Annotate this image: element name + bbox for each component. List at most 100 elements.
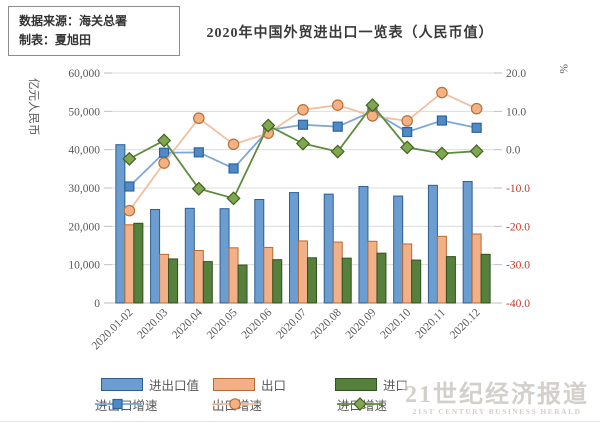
bar-total	[150, 208, 161, 304]
marker-square-total-growth	[158, 147, 170, 158]
bar-import	[341, 257, 352, 304]
legend-swatch-export	[213, 378, 255, 391]
marker-diamond-import-growth	[157, 133, 172, 148]
x-axis-tick: 2020.03	[135, 306, 170, 341]
bar-export	[193, 249, 204, 304]
legend-label-export: 出口	[261, 379, 287, 393]
x-axis-tick: 2020.04	[170, 306, 205, 341]
legend-item-total: 进出口值	[101, 377, 200, 393]
bar-import	[168, 258, 179, 304]
bar-total	[289, 192, 299, 304]
bottom-divider	[0, 421, 600, 422]
bars-import	[133, 222, 491, 304]
bar-import	[272, 259, 283, 304]
right-axis-tick: 20.0	[506, 68, 526, 80]
legend-item-export-growth: 出口增速	[212, 397, 262, 413]
right-axis-tick: -40.0	[506, 298, 530, 310]
marker-circle-export-growth	[227, 138, 240, 151]
marker-circle-export-growth	[436, 86, 448, 99]
marker-square-total-growth	[228, 163, 239, 174]
bar-total	[254, 199, 265, 304]
legend-row-lines: 进出口增速 出口增速 进口增速	[0, 397, 600, 413]
x-axis-tick: 2020.05	[205, 306, 240, 341]
x-axis-labels: 2020.01-02 2020.03 2020.04 2020.05 2020.06 20…	[90, 306, 483, 352]
legend-label-total-growth: 进出口增速	[95, 399, 158, 413]
left-axis-tick: 30,000	[68, 183, 100, 195]
bar-export	[298, 240, 308, 304]
legend-swatch-total	[101, 378, 143, 391]
marker-diamond-import-growth	[469, 144, 484, 159]
legend-swatch-export-growth	[212, 398, 258, 410]
bar-import	[411, 259, 422, 304]
x-axis-tick: 2020.10	[378, 306, 413, 341]
marker-diamond-import-growth	[434, 146, 449, 161]
bar-export	[367, 240, 378, 304]
marker-circle-export-growth	[470, 102, 483, 115]
bar-export	[402, 243, 413, 304]
bar-export	[471, 233, 482, 304]
x-axis-tick: 2020.06	[239, 306, 274, 341]
legend-item-total-growth: 进出口增速	[95, 397, 158, 413]
marker-diamond-import-growth	[400, 140, 415, 155]
bar-total	[323, 193, 334, 304]
marker-diamond-import-growth	[365, 98, 380, 113]
bar-import	[133, 222, 144, 304]
x-axis-tick: 2020.12	[448, 306, 483, 341]
right-axis-tick: 0.0	[506, 145, 521, 157]
bar-import	[445, 256, 456, 304]
right-axis-tick: -10.0	[506, 183, 530, 195]
line-export-growth	[123, 86, 483, 217]
bar-import	[376, 252, 387, 304]
left-axis-tick: 10,000	[68, 260, 100, 272]
data-source-line: 数据来源：海关总署	[19, 14, 128, 28]
page-title: 2020年中国外贸进出口一览表（人民币值）	[206, 26, 494, 41]
bar-total	[462, 180, 473, 304]
marker-square-total-growth	[436, 115, 448, 126]
bar-total	[393, 195, 404, 304]
marker-circle-export-growth	[193, 112, 205, 125]
marker-circle-export-growth	[158, 157, 170, 169]
right-axis-tick: -30.0	[506, 260, 530, 272]
right-axis-tick: -20.0	[506, 221, 530, 233]
marker-circle-export-growth	[401, 115, 413, 127]
marker-circle-export-growth	[366, 110, 379, 122]
x-axis-tick: 2020.07	[274, 306, 309, 341]
bar-total	[358, 185, 369, 304]
bar-import	[307, 257, 317, 304]
source-box: 数据来源：海关总署 制表：夏旭田	[8, 6, 180, 57]
marker-circle-export-growth	[331, 99, 344, 111]
legend-item-import: 进口	[335, 377, 409, 393]
marker-diamond-import-growth	[330, 144, 345, 159]
x-axis-tick: 2020.09	[344, 306, 379, 341]
legend-label-import: 进口	[383, 379, 409, 393]
x-axis-tick: 2020.11	[413, 306, 448, 341]
left-axis-title: 亿元人民币	[27, 78, 40, 136]
bar-import	[480, 253, 491, 304]
x-axis-tick: 2020.01-02	[90, 306, 136, 352]
legend-label-total: 进出口值	[149, 379, 200, 393]
marker-diamond-import-growth	[226, 191, 241, 206]
bar-export	[263, 246, 274, 304]
left-axis-tick: 40,000	[68, 145, 100, 157]
legend-row-bars: 进出口值 出口 进口	[0, 377, 600, 393]
marker-square-total-growth	[124, 181, 135, 192]
left-axis-tick: 50,000	[68, 106, 100, 118]
right-axis-title: %	[557, 64, 569, 74]
marker-diamond-import-growth	[122, 151, 137, 166]
bar-export	[436, 235, 447, 304]
bar-total	[219, 208, 230, 304]
legend-swatch-import	[335, 378, 377, 391]
left-axis-tick: 0	[94, 298, 100, 310]
left-axis-tick: 60,000	[68, 68, 100, 80]
left-axis-tick: 20,000	[68, 221, 100, 233]
marker-diamond-import-growth	[191, 181, 206, 196]
bars-export	[124, 224, 482, 304]
bar-export	[332, 241, 343, 304]
marker-square-total-growth	[402, 126, 413, 138]
bar-import	[237, 264, 248, 304]
bar-total	[427, 184, 438, 304]
marker-circle-export-growth	[123, 204, 136, 217]
bar-export	[228, 247, 239, 304]
bars-total	[115, 144, 473, 304]
